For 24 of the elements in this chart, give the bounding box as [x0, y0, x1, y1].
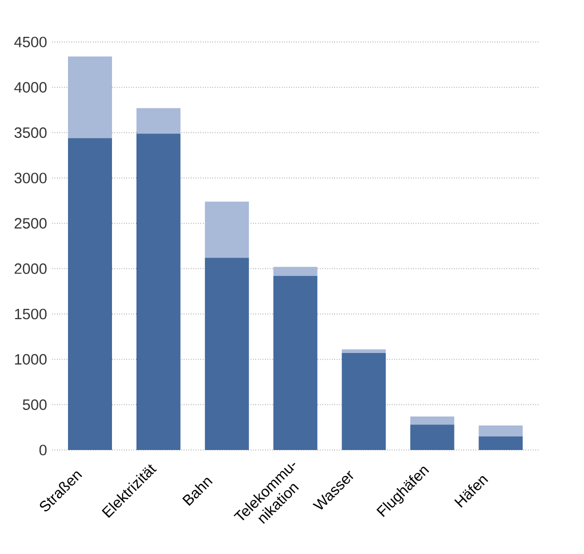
bar [410, 424, 454, 450]
bar [478, 436, 523, 450]
bar [68, 56, 112, 138]
y-tick-label: 500 [22, 399, 47, 410]
y-tick-label: 4500 [14, 36, 47, 48]
y-tick-label: 2000 [14, 263, 47, 274]
bar [136, 108, 180, 134]
y-tick-label: 1500 [15, 308, 47, 320]
bar [410, 416, 454, 425]
bar [204, 258, 249, 450]
bar [68, 138, 112, 450]
y-tick-label: 4000 [14, 82, 47, 93]
bar [342, 352, 386, 450]
y-tick-label: 2500 [14, 218, 47, 229]
bar [273, 276, 318, 450]
y-tick-label: 3500 [14, 127, 47, 138]
bar [342, 349, 386, 353]
bar [273, 266, 318, 276]
bar [204, 202, 249, 258]
bar [478, 426, 523, 436]
bar [136, 134, 180, 450]
y-tick-label: 0 [39, 444, 47, 456]
y-tick-label: 3000 [14, 172, 47, 184]
y-tick-label: 1000 [15, 354, 47, 365]
